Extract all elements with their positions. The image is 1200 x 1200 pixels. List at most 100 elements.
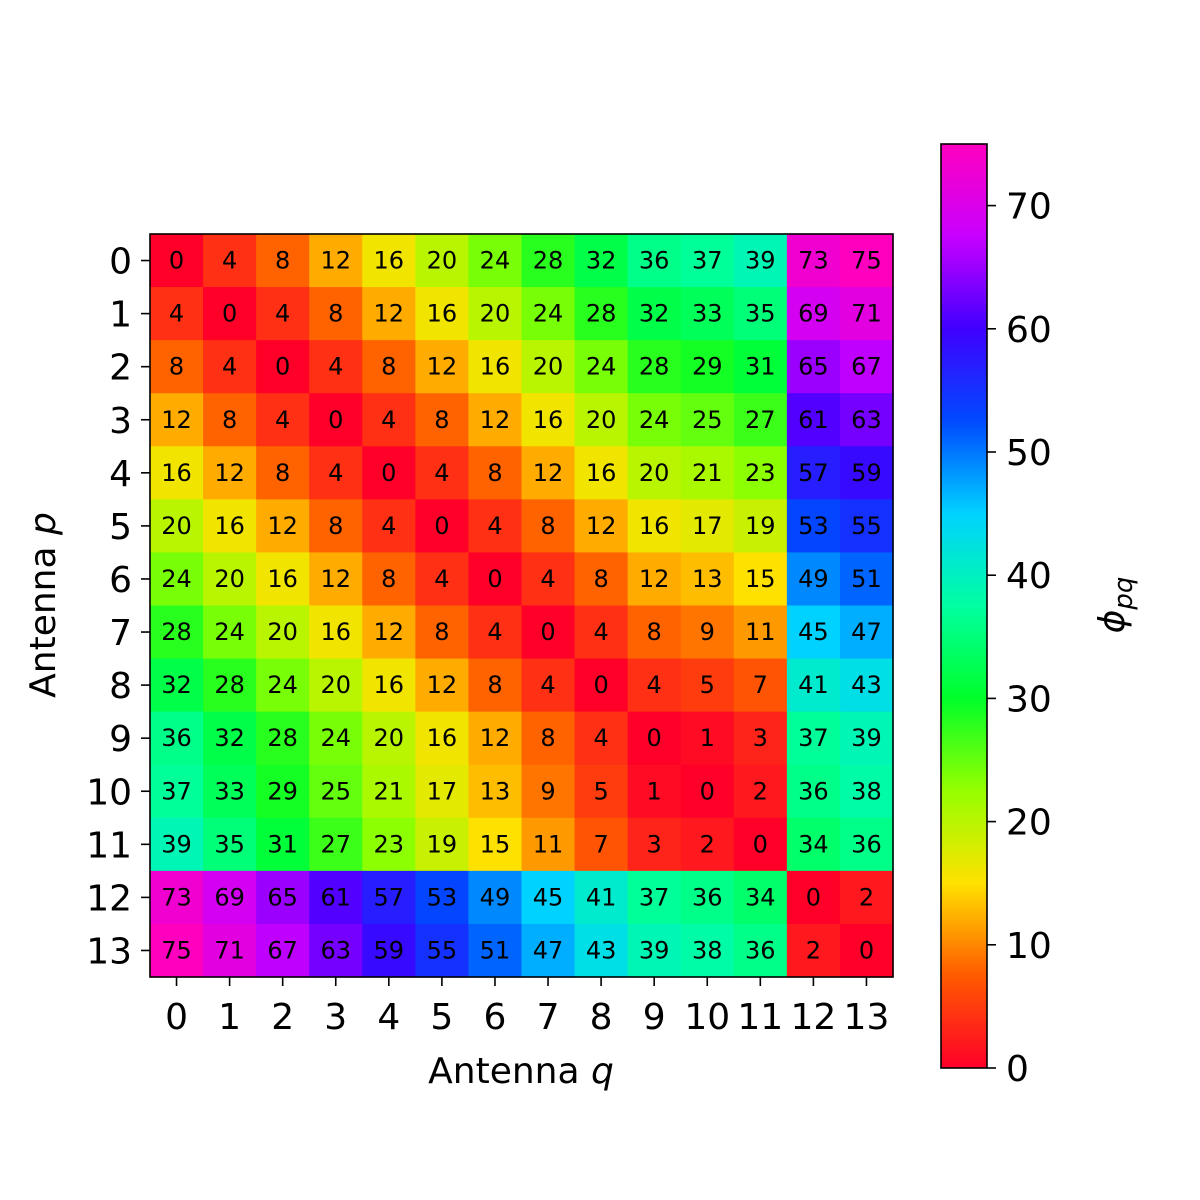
heatmap-cell	[839, 658, 894, 713]
cell-value-label: 45	[798, 618, 829, 646]
x-axis-ticks: 0 1 2 3 4 5 6 7 8 9 10 11 12 13	[165, 977, 889, 1038]
heatmap-cell	[362, 340, 416, 394]
heatmap-cell	[150, 552, 204, 607]
cell-value-label: 2	[806, 936, 821, 964]
cell-value-label: 12	[320, 565, 351, 593]
cell-value-label: 12	[639, 565, 670, 593]
heatmap-cell	[733, 658, 788, 713]
cell-value-label: 8	[169, 353, 184, 381]
heatmap-cell	[203, 658, 257, 713]
cell-value-label: 63	[320, 936, 351, 964]
heatmap-cell	[309, 446, 363, 500]
heatmap-cell	[627, 499, 682, 554]
heatmap-cell	[733, 605, 788, 660]
heatmap-cell	[786, 870, 841, 925]
cell-value-label: 12	[374, 300, 405, 328]
cell-value-label: 20	[533, 353, 564, 381]
heatmap-cell	[680, 870, 735, 925]
cell-value-label: 20	[586, 406, 617, 434]
cell-value-label: 8	[647, 618, 662, 646]
cell-value-label: 9	[540, 777, 555, 805]
heatmap-cell	[415, 393, 470, 447]
cell-value-label: 8	[275, 459, 290, 487]
cell-value-label: 2	[700, 830, 715, 858]
heatmap-cell	[415, 446, 470, 500]
cell-value-label: 4	[328, 459, 343, 487]
heatmap-cell	[786, 287, 841, 341]
heatmap-cell	[680, 552, 735, 607]
heatmap-cell	[468, 287, 523, 341]
cell-value-label: 7	[593, 830, 608, 858]
heatmap-cell	[627, 340, 682, 394]
cell-value-label: 36	[745, 936, 776, 964]
heatmap-cell	[203, 923, 257, 978]
cell-value-label: 37	[161, 777, 192, 805]
cell-value-label: 37	[692, 247, 723, 275]
y-tick-label: 1	[109, 295, 132, 336]
colorbar-tick-label: 70	[1006, 187, 1052, 228]
cell-value-label: 27	[320, 830, 351, 858]
heatmap-cell	[256, 340, 310, 394]
colorbar-tick-label: 20	[1006, 803, 1052, 844]
heatmap-cell	[362, 393, 416, 447]
cell-value-label: 45	[533, 883, 564, 911]
colorbar-tick-label: 10	[1006, 926, 1052, 967]
cell-value-label: 13	[480, 777, 511, 805]
heatmap-cell	[415, 923, 470, 978]
heatmap-cell	[521, 446, 576, 500]
y-tick-label: 7	[109, 613, 132, 654]
cell-value-label: 19	[745, 512, 776, 540]
heatmap-cell	[521, 817, 576, 872]
cell-value-label: 20	[374, 724, 405, 752]
heatmap-cell	[415, 870, 470, 925]
heatmap-cell	[786, 446, 841, 500]
heatmap-cell	[203, 340, 257, 394]
y-tick-label: 12	[86, 878, 132, 919]
heatmap-cell	[256, 499, 310, 554]
heatmap-cell	[733, 552, 788, 607]
x-tick-label: 6	[484, 997, 507, 1038]
cell-value-label: 4	[275, 406, 290, 434]
cell-value-label: 24	[320, 724, 351, 752]
y-tick-label: 8	[109, 666, 132, 707]
heatmap-cell	[786, 552, 841, 607]
cell-value-label: 16	[267, 565, 298, 593]
cell-value-label: 32	[639, 300, 670, 328]
heatmap-cell	[627, 870, 682, 925]
x-tick-label: 9	[643, 997, 666, 1038]
heatmap-cell	[521, 923, 576, 978]
heatmap-cell	[256, 287, 310, 341]
heatmap-cell	[574, 393, 629, 447]
cell-value-label: 4	[487, 512, 502, 540]
heatmap-cell	[362, 552, 416, 607]
heatmap-cell	[256, 393, 310, 447]
cell-value-label: 9	[700, 618, 715, 646]
heatmap-cell	[839, 870, 894, 925]
cell-value-label: 16	[639, 512, 670, 540]
heatmap-cell	[574, 446, 629, 500]
cell-value-label: 12	[586, 512, 617, 540]
cell-value-label: 16	[427, 300, 458, 328]
heatmap-cell	[574, 499, 629, 554]
cell-value-label: 13	[692, 565, 723, 593]
heatmap-cell	[627, 658, 682, 713]
y-tick-label: 9	[109, 719, 132, 760]
cell-value-label: 71	[214, 936, 245, 964]
heatmap-cell	[362, 817, 416, 872]
cell-value-label: 28	[639, 353, 670, 381]
cell-value-label: 73	[161, 883, 192, 911]
cell-value-label: 63	[851, 406, 882, 434]
cell-value-label: 12	[161, 406, 192, 434]
heatmap-cell	[309, 711, 363, 766]
cell-value-label: 2	[859, 883, 874, 911]
heatmap-cell	[627, 711, 682, 766]
heatmap-cell	[839, 340, 894, 394]
cell-value-label: 39	[639, 936, 670, 964]
heatmap-cell	[468, 764, 523, 819]
cell-value-label: 24	[586, 353, 617, 381]
heatmap-cell	[468, 340, 523, 394]
heatmap-cell	[733, 499, 788, 554]
x-tick-label: 4	[377, 997, 400, 1038]
heatmap-cell	[839, 711, 894, 766]
